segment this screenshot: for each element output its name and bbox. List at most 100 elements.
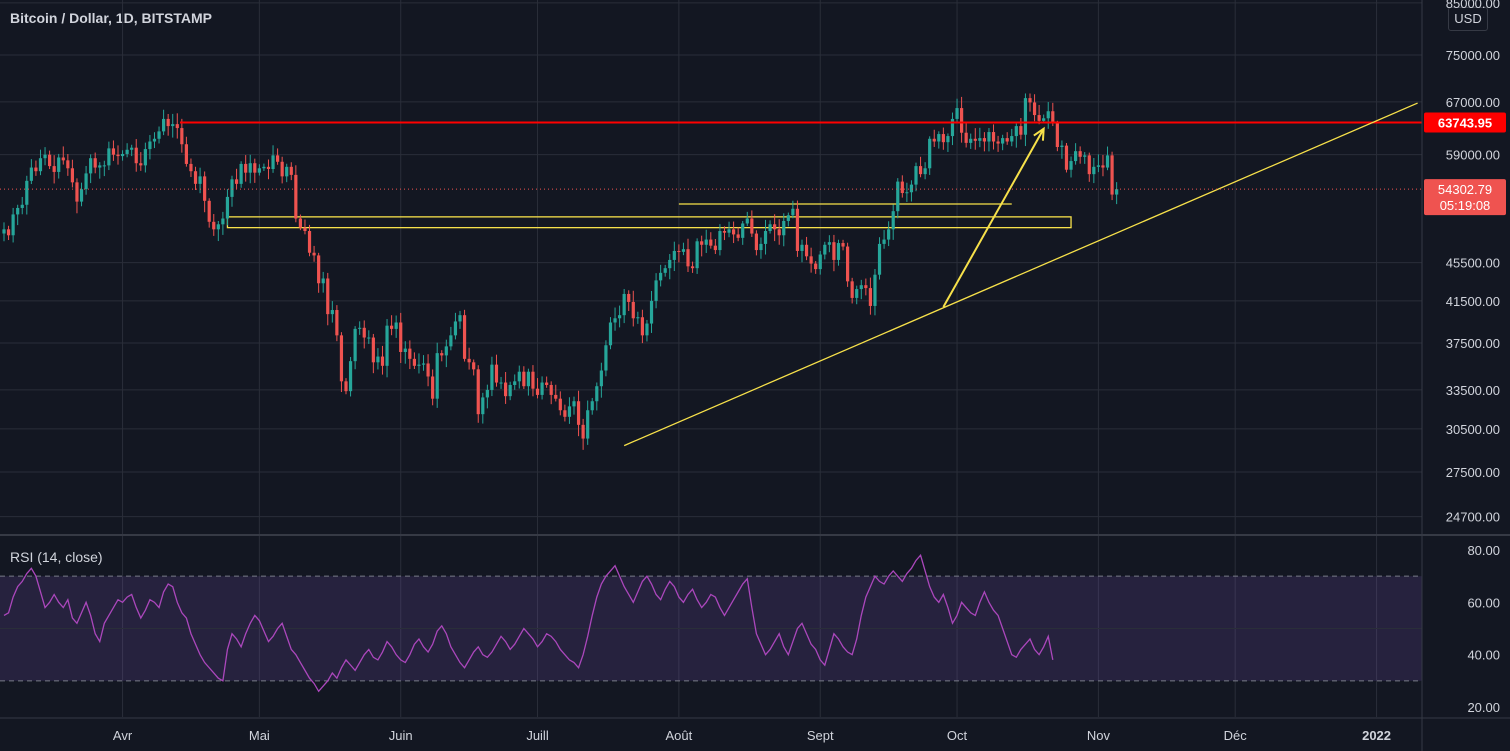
candle-body: [376, 356, 380, 363]
arrow-head: [1033, 126, 1045, 141]
price-tick-label: 30500.00: [1446, 422, 1500, 437]
countdown-label: 05:19:08: [1440, 198, 1491, 213]
candle-body: [827, 242, 831, 245]
candle-body: [139, 163, 143, 166]
candle-body: [549, 384, 553, 395]
candle-body: [408, 348, 412, 359]
candle-body: [818, 254, 822, 270]
candle-body: [745, 218, 749, 224]
candle-body: [203, 176, 207, 201]
candle-body: [704, 239, 708, 245]
candle-body: [950, 118, 955, 137]
candle-body: [504, 382, 508, 397]
candle-body: [800, 244, 804, 251]
candle-body: [727, 229, 731, 233]
candle-body: [654, 280, 658, 301]
candle-body: [991, 132, 996, 142]
candle-body: [914, 166, 918, 185]
candle-body: [695, 241, 699, 269]
candle-body: [180, 128, 184, 145]
candle-body: [157, 131, 161, 139]
candle-body: [426, 363, 430, 377]
candle-body: [754, 233, 758, 251]
candle-body: [449, 335, 453, 347]
candle-body: [358, 327, 362, 329]
candle-body: [535, 388, 540, 395]
candle-body: [877, 243, 882, 275]
resistance-price-label: 63743.95: [1438, 116, 1492, 131]
candle-body: [941, 134, 945, 143]
candle-body: [1105, 155, 1110, 168]
resistance-price-badge: [1424, 112, 1506, 133]
candle-body: [431, 376, 435, 399]
candle-body: [29, 167, 33, 181]
candle-body: [526, 371, 530, 387]
candle-body: [804, 244, 809, 257]
candle-body: [394, 322, 398, 329]
candle-body: [303, 227, 307, 232]
candle-body: [312, 252, 316, 256]
time-tick-label: Nov: [1087, 728, 1111, 743]
rsi-tick-label: 80.00: [1467, 543, 1500, 558]
time-tick-label: 2022: [1362, 728, 1391, 743]
candle-body: [969, 138, 973, 143]
candle-body: [964, 132, 968, 143]
candle-body: [38, 158, 43, 172]
candle-body: [531, 371, 535, 389]
candle-body: [686, 249, 690, 267]
candle-body: [481, 397, 485, 415]
candle-body: [631, 301, 635, 319]
candle-body: [1087, 155, 1091, 175]
last-price-badge: [1424, 179, 1506, 216]
candle-body: [1060, 145, 1064, 147]
candle-body: [43, 154, 47, 159]
candle-body: [198, 176, 202, 184]
candle-body: [663, 268, 667, 273]
arrow-line: [942, 128, 1045, 308]
candle-body: [814, 263, 818, 270]
candle-body: [809, 256, 813, 264]
candle-body: [513, 381, 517, 385]
candle-body: [171, 124, 175, 127]
candle-body: [34, 167, 38, 172]
candle-body: [909, 184, 914, 193]
candle-body: [125, 149, 129, 154]
time-tick-label: Oct: [947, 728, 968, 743]
candle-body: [946, 136, 950, 143]
candle-body: [70, 168, 74, 183]
candle-body: [713, 245, 717, 251]
candle-body: [567, 406, 572, 417]
time-tick-label: Sept: [807, 728, 834, 743]
price-tick-label: 67000.00: [1446, 95, 1500, 110]
candle-body: [846, 246, 850, 282]
candle-body: [134, 147, 138, 164]
last-price-label: 54302.79: [1438, 182, 1492, 197]
candle-body: [130, 147, 134, 150]
candle-body: [718, 231, 722, 251]
candle-body: [700, 241, 704, 245]
candle-body: [732, 229, 736, 235]
candle-body: [690, 266, 695, 269]
candle-body: [84, 173, 88, 190]
candle-body: [905, 192, 909, 194]
rsi-indicator: [3, 553, 1054, 693]
candle-body: [11, 214, 15, 236]
candle-body: [462, 315, 467, 359]
candle-body: [668, 259, 672, 269]
candle-body: [627, 293, 631, 302]
candle-body: [649, 300, 654, 324]
candle-body: [390, 325, 394, 329]
candle-body: [102, 165, 106, 167]
candle-body: [982, 138, 986, 142]
candle-body: [494, 364, 499, 383]
candle-body: [973, 138, 977, 141]
candle-body: [1046, 111, 1050, 119]
candle-body: [855, 289, 859, 298]
candle-body: [344, 381, 348, 392]
candle-body: [166, 118, 170, 127]
currency-button[interactable]: USD: [1448, 7, 1488, 31]
candle-body: [1001, 138, 1005, 144]
candle-body: [225, 196, 230, 219]
